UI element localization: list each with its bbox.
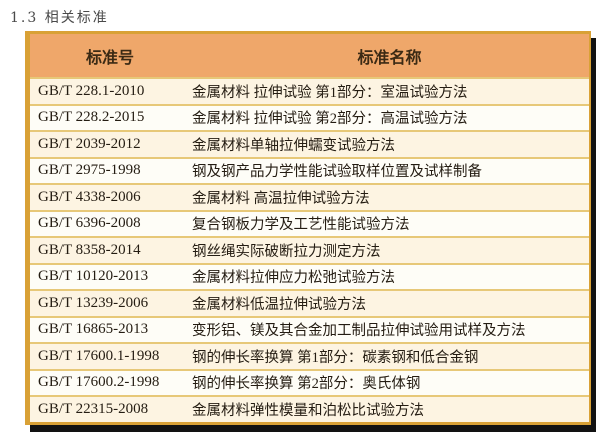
standard-name-cell: 变形铝、镁及其合金加工制品拉伸试验用试样及方法 (192, 323, 526, 340)
table-row: GB/T 10120-2013 金属材料拉伸应力松弛试验方法 (30, 262, 589, 289)
standard-code-cell: GB/T 4338-2006 (38, 188, 141, 205)
table-row: GB/T 228.2-2015 金属材料 拉伸试验 第2部分：高温试验方法 (30, 103, 589, 130)
standard-code-cell: GB/T 2975-1998 (38, 162, 141, 179)
table-row: GB/T 8358-2014 钢丝绳实际破断拉力测定方法 (30, 236, 589, 263)
standard-name-cell: 金属材料低温拉伸试验方法 (192, 296, 366, 313)
standard-name-cell: 金属材料 拉伸试验 第1部分：室温试验方法 (192, 84, 468, 101)
table-row: GB/T 228.1-2010 金属材料 拉伸试验 第1部分：室温试验方法 (30, 77, 589, 104)
table-body: GB/T 228.1-2010 金属材料 拉伸试验 第1部分：室温试验方法 GB… (30, 77, 589, 422)
standard-name-cell: 金属材料拉伸应力松弛试验方法 (192, 270, 395, 287)
standard-code-cell: GB/T 8358-2014 (38, 241, 141, 258)
table-row: GB/T 13239-2006 金属材料低温拉伸试验方法 (30, 289, 589, 316)
standard-name-cell: 钢丝绳实际破断拉力测定方法 (192, 243, 381, 260)
standard-code-cell: GB/T 6396-2008 (38, 215, 141, 232)
standard-name-cell: 钢的伸长率换算 第2部分：奥氏体钢 (192, 376, 421, 393)
table-row: GB/T 16865-2013 变形铝、镁及其合金加工制品拉伸试验用试样及方法 (30, 315, 589, 342)
standards-table: 标准号 标准名称 GB/T 228.1-2010 金属材料 拉伸试验 第1部分：… (25, 31, 591, 425)
table-row: GB/T 2975-1998 钢及钢产品力学性能试验取样位置及试样制备 (30, 156, 589, 183)
page-title: 1.3 相关标准 (10, 10, 109, 26)
table-row: GB/T 17600.1-1998 钢的伸长率换算 第1部分：碳素钢和低合金钢 (30, 342, 589, 369)
table-header-row: 标准号 标准名称 (30, 34, 589, 77)
standard-code-cell: GB/T 13239-2006 (38, 294, 149, 311)
standard-code-cell: GB/T 17600.1-1998 (38, 347, 160, 364)
standard-name-cell: 钢的伸长率换算 第1部分：碳素钢和低合金钢 (192, 349, 479, 366)
standard-code-cell: GB/T 22315-2008 (38, 400, 149, 417)
table-row: GB/T 22315-2008 金属材料弹性模量和泊松比试验方法 (30, 395, 589, 422)
standard-name-cell: 金属材料弹性模量和泊松比试验方法 (192, 402, 424, 419)
standard-code-cell: GB/T 2039-2012 (38, 135, 141, 152)
standard-code-cell: GB/T 17600.2-1998 (38, 374, 160, 391)
standard-name-cell: 金属材料 拉伸试验 第2部分：高温试验方法 (192, 111, 468, 128)
table-row: GB/T 17600.2-1998 钢的伸长率换算 第2部分：奥氏体钢 (30, 368, 589, 395)
standard-code-cell: GB/T 228.2-2015 (38, 109, 145, 126)
header-standard-name: 标准名称 (357, 49, 422, 67)
standard-code-cell: GB/T 16865-2013 (38, 321, 149, 338)
standard-name-cell: 金属材料 高温拉伸试验方法 (192, 190, 370, 207)
standard-code-cell: GB/T 10120-2013 (38, 268, 149, 285)
standard-name-cell: 金属材料单轴拉伸蠕变试验方法 (192, 137, 395, 154)
table-row: GB/T 2039-2012 金属材料单轴拉伸蠕变试验方法 (30, 130, 589, 157)
table-row: GB/T 6396-2008 复合钢板力学及工艺性能试验方法 (30, 209, 589, 236)
standard-code-cell: GB/T 228.1-2010 (38, 82, 145, 99)
header-standard-code: 标准号 (85, 49, 134, 67)
standard-name-cell: 钢及钢产品力学性能试验取样位置及试样制备 (192, 164, 482, 181)
standard-name-cell: 复合钢板力学及工艺性能试验方法 (192, 217, 410, 234)
table-row: GB/T 4338-2006 金属材料 高温拉伸试验方法 (30, 183, 589, 210)
